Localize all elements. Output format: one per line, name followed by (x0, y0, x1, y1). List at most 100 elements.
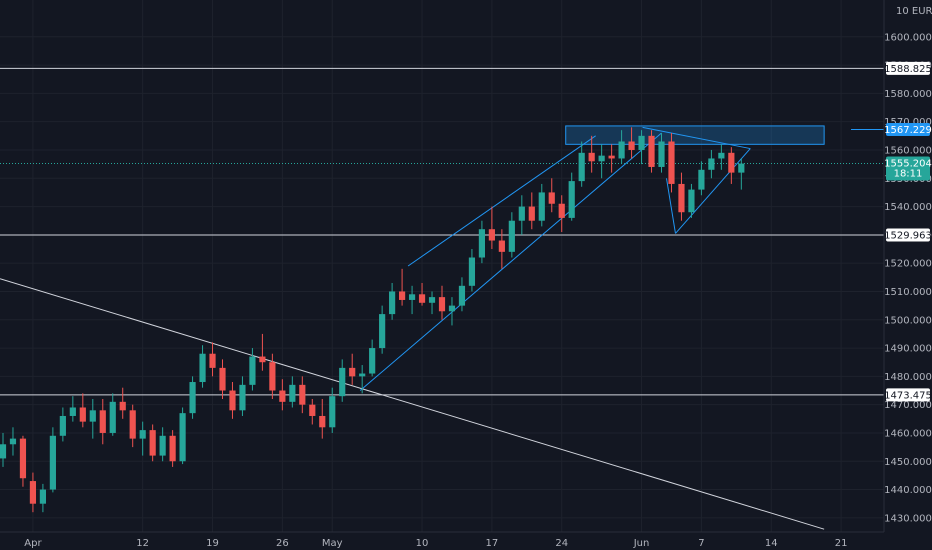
price-tick-label: 1460.000 (884, 428, 932, 439)
candle-body (498, 240, 505, 252)
key-level-label-box (886, 388, 930, 402)
price-tick-label: 1560.000 (884, 145, 932, 156)
time-tick-label: 17 (486, 538, 499, 549)
time-tick-label: 21 (835, 538, 848, 549)
candle-body (508, 220, 515, 252)
candle-body (29, 481, 37, 504)
price-tick-label: 1450.000 (884, 457, 932, 468)
key-level-label: 1529.963 (884, 230, 932, 241)
price-tick-label: 1470.000 (884, 400, 932, 411)
price-tick-label: 1430.000 (884, 513, 932, 524)
candle-body (458, 285, 466, 306)
candle-body (578, 152, 585, 182)
candle-body (628, 141, 635, 150)
candle-body (698, 169, 705, 190)
candle-body (369, 348, 376, 374)
time-axis-ticks: Apr 12 19 26 May 10 17 24 Jun 7 14 21 (24, 538, 847, 549)
time-tick-label: 10 (416, 538, 429, 549)
candle-body (69, 407, 76, 416)
resistance-zone-box[interactable] (565, 125, 825, 145)
price-tick-label: 1490.000 (884, 344, 932, 355)
candle-body (638, 135, 645, 150)
candle-body (169, 435, 176, 462)
candles (0, 127, 745, 513)
projection-price-text: 1567.229 (884, 125, 932, 136)
price-tick-label: 1520.000 (884, 259, 932, 270)
candle-body (408, 294, 416, 300)
time-axis[interactable] (0, 532, 884, 550)
candle-body (239, 384, 246, 411)
projection-price-label: 1567.229 (884, 123, 932, 137)
candle-body (0, 444, 7, 459)
time-tick-label: 12 (136, 538, 149, 549)
time-tick-label: 26 (276, 538, 289, 549)
horizontal-levels[interactable] (0, 67, 884, 396)
price-tick-label: 1500.000 (884, 315, 932, 326)
wedge-bottom[interactable] (675, 148, 751, 234)
candle-body (329, 396, 336, 428)
candle-body (9, 438, 17, 445)
candle-body (339, 367, 346, 397)
candle-body (49, 435, 56, 490)
long-descending-line[interactable] (0, 278, 825, 530)
candle-body (468, 257, 476, 286)
price-tick-label: 1570.000 (884, 117, 932, 128)
time-tick-label: Apr (24, 538, 42, 549)
candle-body (289, 384, 296, 402)
price-axis-ticks: 1430.000 1440.000 1450.000 1460.000 1470.000… (884, 32, 932, 524)
candle-body (89, 410, 96, 422)
candle-body (678, 183, 685, 213)
candle-body (199, 353, 206, 383)
candle-body (438, 297, 446, 312)
candle-body (149, 430, 156, 456)
candle-body (738, 163, 745, 173)
resistance-zone[interactable] (565, 125, 825, 145)
candle-body (648, 135, 655, 167)
candle-body (718, 152, 725, 159)
candle-body (249, 356, 256, 385)
candle-body (319, 415, 326, 428)
channel-lower[interactable] (359, 132, 662, 391)
candle-body (19, 438, 27, 479)
candle-body (708, 158, 715, 170)
last-price-label: 1555.204 18:11 (884, 156, 932, 181)
candle-body (618, 141, 625, 159)
price-tick-label: 1510.000 (884, 287, 932, 298)
candle-body (139, 430, 146, 439)
candle-body (568, 181, 575, 218)
candle-body (79, 407, 86, 422)
candle-body (209, 353, 216, 368)
candle-body (488, 229, 495, 241)
candle-body (279, 390, 286, 402)
candle-body (159, 435, 166, 456)
price-tick-label: 1540.000 (884, 202, 932, 213)
price-tick-label: 1580.000 (884, 89, 932, 100)
key-level-label: 1473.475 (884, 390, 932, 401)
candle-body (528, 206, 535, 221)
candle-body (478, 229, 486, 258)
level-price-labels: 1588.825 1529.963 1473.475 (884, 61, 932, 402)
wedge-top[interactable] (642, 126, 751, 150)
candle-body (658, 141, 665, 167)
candle-body (668, 141, 675, 184)
time-tick-label: Jun (633, 538, 650, 549)
key-level-label-box (886, 61, 930, 75)
candle-body (558, 203, 565, 218)
price-axis[interactable] (884, 0, 932, 532)
candle-body (109, 401, 116, 433)
candle-body (428, 297, 436, 303)
candle-body (379, 314, 386, 349)
candle-body (389, 291, 396, 315)
candle-body (189, 382, 196, 414)
wedge-left[interactable] (665, 178, 676, 234)
candle-body (299, 384, 306, 405)
candle-body (418, 294, 426, 303)
trendlines[interactable] (0, 126, 825, 530)
candle-body (548, 192, 555, 204)
key-level-label-box (886, 228, 930, 242)
channel-upper[interactable] (407, 135, 596, 267)
price-tick-label: 1440.000 (884, 485, 932, 496)
candle-body (259, 356, 266, 363)
